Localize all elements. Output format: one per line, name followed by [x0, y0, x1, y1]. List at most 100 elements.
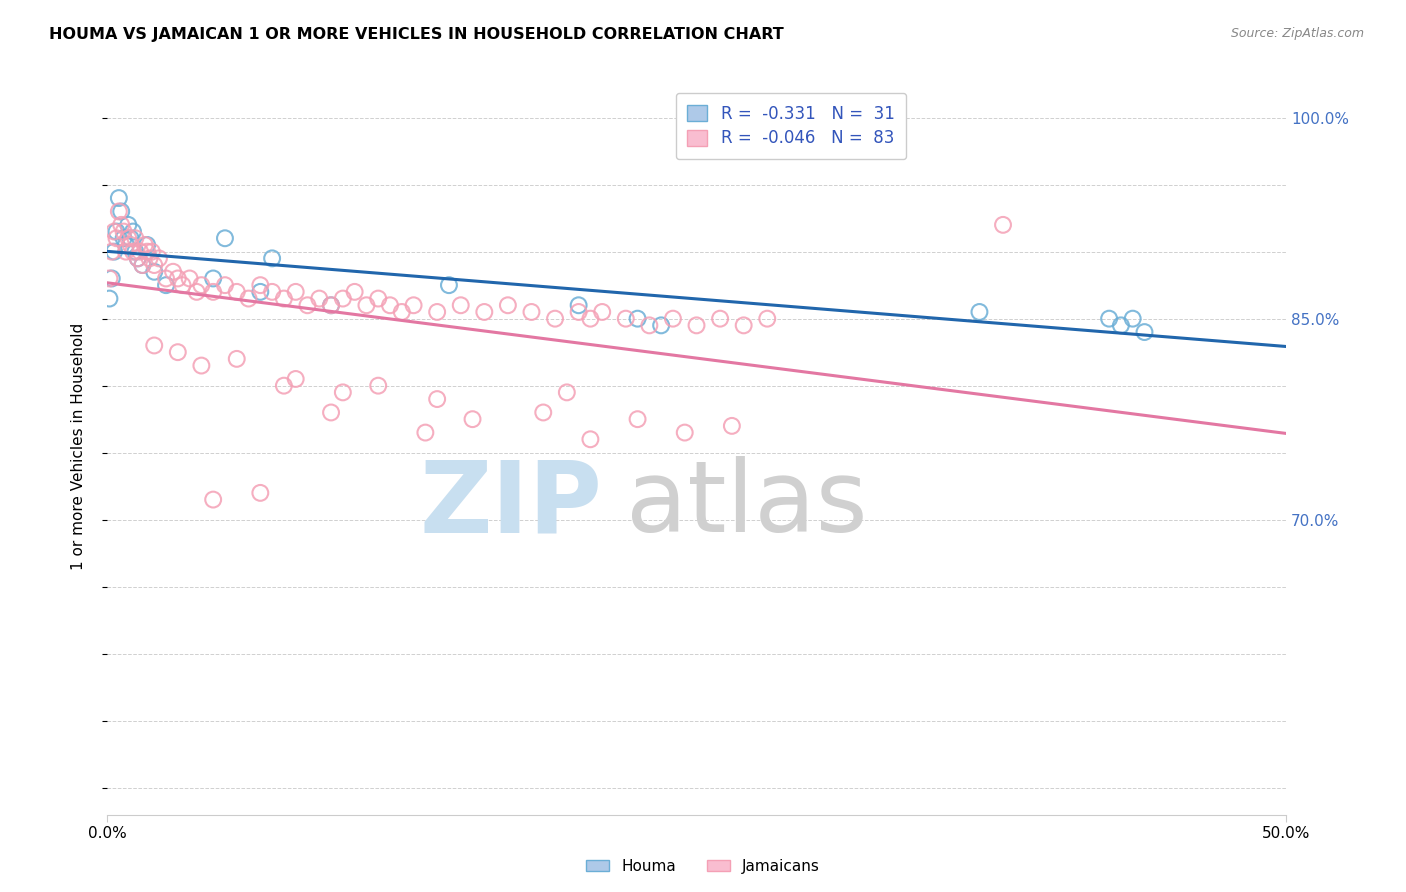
Point — [190, 278, 212, 293]
Point — [110, 204, 132, 219]
Point — [568, 298, 591, 312]
Point — [115, 238, 138, 252]
Point — [143, 265, 166, 279]
Point — [101, 271, 124, 285]
Point — [991, 218, 1014, 232]
Point — [555, 385, 578, 400]
Point — [520, 305, 543, 319]
Point — [143, 258, 166, 272]
Point — [162, 265, 184, 279]
Point — [131, 258, 153, 272]
Point — [332, 292, 354, 306]
Point — [249, 278, 271, 293]
Point — [579, 432, 602, 446]
Point — [105, 225, 128, 239]
Point — [143, 338, 166, 352]
Point — [115, 244, 138, 259]
Point — [103, 225, 125, 239]
Point — [134, 238, 156, 252]
Point — [626, 311, 648, 326]
Point — [105, 231, 128, 245]
Point — [101, 244, 124, 259]
Point — [117, 218, 139, 232]
Point — [179, 271, 201, 285]
Point — [450, 298, 472, 312]
Point — [415, 425, 437, 440]
Point — [262, 252, 284, 266]
Point — [531, 405, 554, 419]
Point — [141, 244, 163, 259]
Point — [626, 412, 648, 426]
Point — [1133, 325, 1156, 339]
Point — [127, 252, 149, 266]
Point — [186, 285, 208, 299]
Point — [319, 405, 342, 419]
Point — [249, 486, 271, 500]
Point — [319, 298, 342, 312]
Point — [155, 271, 177, 285]
Point — [131, 258, 153, 272]
Text: ZIP: ZIP — [419, 457, 602, 553]
Point — [284, 285, 307, 299]
Point — [437, 278, 460, 293]
Point — [662, 311, 685, 326]
Point — [112, 225, 135, 239]
Point — [709, 311, 731, 326]
Point — [225, 351, 247, 366]
Point — [284, 372, 307, 386]
Point — [117, 231, 139, 245]
Point — [1109, 318, 1132, 333]
Point — [214, 231, 236, 245]
Point — [127, 252, 149, 266]
Point — [110, 218, 132, 232]
Point — [367, 378, 389, 392]
Point — [129, 244, 152, 259]
Point — [673, 425, 696, 440]
Point — [124, 244, 146, 259]
Legend: Houma, Jamaicans: Houma, Jamaicans — [581, 853, 825, 880]
Point — [426, 305, 449, 319]
Point — [190, 359, 212, 373]
Point — [108, 204, 131, 219]
Point — [733, 318, 755, 333]
Point — [756, 311, 779, 326]
Text: HOUMA VS JAMAICAN 1 OR MORE VEHICLES IN HOUSEHOLD CORRELATION CHART: HOUMA VS JAMAICAN 1 OR MORE VEHICLES IN … — [49, 27, 785, 42]
Point — [568, 305, 591, 319]
Point — [124, 231, 146, 245]
Point — [1122, 311, 1144, 326]
Point — [685, 318, 707, 333]
Point — [591, 305, 613, 319]
Point — [120, 238, 142, 252]
Point — [579, 311, 602, 326]
Point — [108, 191, 131, 205]
Point — [172, 278, 194, 293]
Point — [166, 345, 188, 359]
Point — [202, 492, 225, 507]
Point — [262, 285, 284, 299]
Point — [969, 305, 991, 319]
Point — [103, 244, 125, 259]
Point — [122, 225, 145, 239]
Point — [155, 278, 177, 293]
Point — [148, 252, 170, 266]
Point — [1098, 311, 1121, 326]
Point — [166, 271, 188, 285]
Point — [136, 244, 159, 259]
Point — [138, 252, 160, 266]
Legend: R =  -0.331   N =  31, R =  -0.046   N =  83: R = -0.331 N = 31, R = -0.046 N = 83 — [675, 93, 905, 159]
Point — [238, 292, 260, 306]
Y-axis label: 1 or more Vehicles in Household: 1 or more Vehicles in Household — [72, 322, 86, 570]
Point — [332, 385, 354, 400]
Point — [426, 392, 449, 406]
Point — [378, 298, 401, 312]
Point — [136, 238, 159, 252]
Point — [273, 292, 295, 306]
Point — [367, 292, 389, 306]
Point — [225, 285, 247, 299]
Point — [614, 311, 637, 326]
Point — [544, 311, 567, 326]
Point — [297, 298, 319, 312]
Point — [202, 285, 225, 299]
Point — [461, 412, 484, 426]
Text: Source: ZipAtlas.com: Source: ZipAtlas.com — [1230, 27, 1364, 40]
